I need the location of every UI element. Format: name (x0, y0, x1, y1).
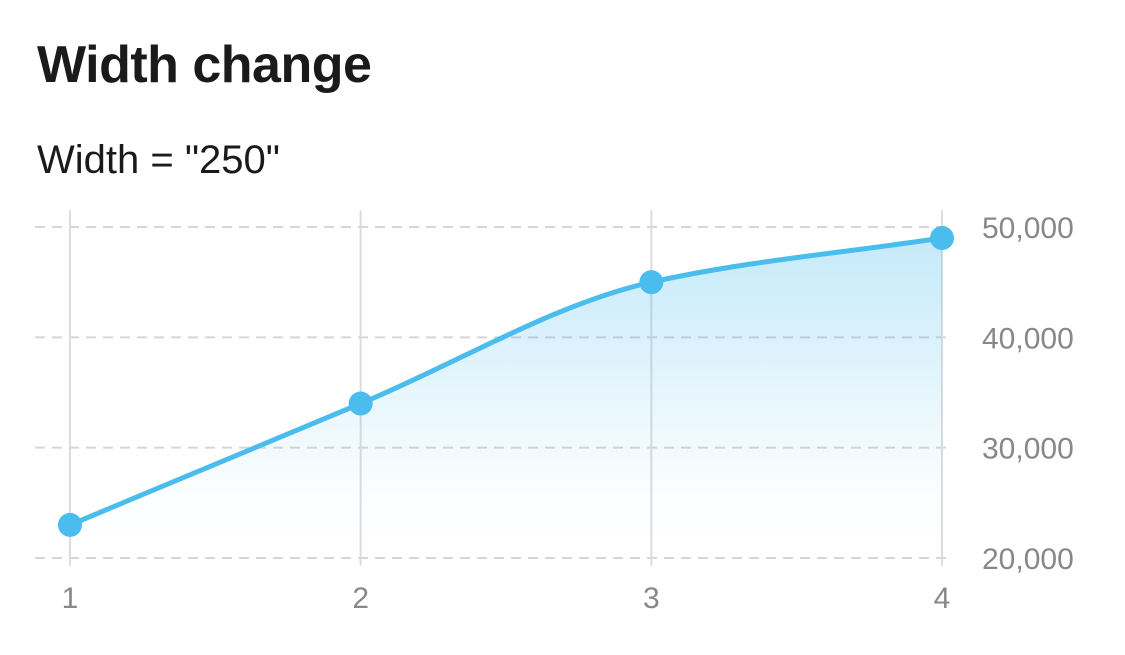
series-line (67, 235, 945, 528)
series-area (70, 238, 942, 559)
chart-subtitle: Width = "250" (37, 138, 280, 182)
data-point-1[interactable] (58, 512, 82, 537)
y-tick-label-0: 20,000 (982, 543, 1074, 576)
y-tick-label-1: 30,000 (982, 433, 1074, 466)
tick-labels: 1 2 3 4 20,000 30,000 40,000 50,000 (62, 212, 1074, 615)
x-tick-label-1: 1 (62, 582, 79, 615)
area-layer (70, 238, 942, 559)
chart-title: Width change (37, 36, 372, 94)
x-tick-label-3: 3 (643, 582, 660, 615)
data-point-4[interactable] (930, 226, 954, 251)
data-point-3[interactable] (639, 270, 664, 295)
y-tick-label-3: 50,000 (982, 212, 1074, 245)
x-tick-label-4: 4 (934, 582, 951, 615)
line-layer (67, 235, 945, 528)
data-point-2[interactable] (348, 391, 373, 416)
points-layer (58, 226, 954, 537)
x-tick-label-2: 2 (352, 582, 369, 615)
y-tick-label-2: 40,000 (982, 322, 1074, 355)
